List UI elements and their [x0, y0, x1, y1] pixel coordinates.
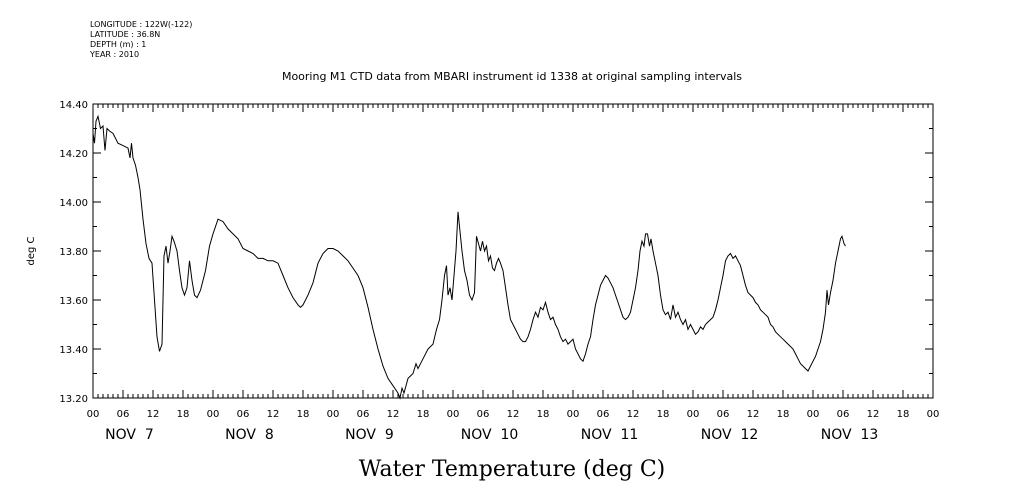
x-tick-label: 00: [687, 409, 700, 420]
x-tick-label: 18: [897, 409, 910, 420]
x-tick-label: 06: [597, 409, 610, 420]
y-axis: 14.40 14.20 14.00 13.80 13.60 13.40 13.20: [59, 100, 933, 405]
day-label: NOV 8: [225, 427, 274, 443]
x-tick-label: 00: [327, 409, 340, 420]
x-tick-label: 00: [807, 409, 820, 420]
y-tick-label: 14.00: [59, 198, 88, 209]
x-tick-label: 12: [867, 409, 880, 420]
x-tick-label: 12: [747, 409, 760, 420]
x-tick-label: 18: [657, 409, 670, 420]
y-tick-label: 13.20: [59, 394, 88, 405]
y-tick-label: 14.40: [59, 100, 88, 111]
day-label: NOV 12: [701, 427, 759, 443]
day-label: NOV 9: [345, 427, 394, 443]
x-tick-label: 18: [537, 409, 550, 420]
day-label: NOV 10: [461, 427, 519, 443]
x-tick-label: 18: [417, 409, 430, 420]
x-axis-label: Water Temperature (deg C): [359, 457, 666, 482]
x-tick-label: 00: [207, 409, 220, 420]
x-tick-label: 12: [507, 409, 520, 420]
y-tick-label: 14.20: [59, 149, 88, 160]
x-tick-label: 12: [627, 409, 640, 420]
metadata-block: LONGITUDE : 122W(-122) LATITUDE : 36.8N …: [90, 20, 192, 60]
x-tick-label: 00: [87, 409, 100, 420]
y-axis-label: deg C: [26, 236, 37, 265]
x-tick-label: 06: [717, 409, 730, 420]
x-tick-label: 06: [117, 409, 130, 420]
x-tick-label: 12: [267, 409, 280, 420]
x-axis: 00 06 12 18 00 06 12 18 00 06 12 18 00 06 12 18 00 06 12 18…: [87, 104, 940, 420]
x-tick-label: 12: [387, 409, 400, 420]
longitude-label: LONGITUDE : 122W(-122): [90, 20, 193, 29]
x-tick-label: 06: [837, 409, 850, 420]
y-tick-label: 13.40: [59, 345, 88, 356]
day-label: NOV 11: [581, 427, 639, 443]
x-tick-label: 18: [297, 409, 310, 420]
x-tick-label: 00: [567, 409, 580, 420]
latitude-label: LATITUDE : 36.8N: [90, 30, 161, 39]
x-tick-label: 06: [237, 409, 250, 420]
day-label: NOV 13: [821, 427, 879, 443]
x-tick-label: 00: [447, 409, 460, 420]
plot-frame: [92, 103, 934, 399]
x-tick-label: 00: [927, 409, 940, 420]
y-tick-label: 13.60: [59, 296, 88, 307]
x-tick-label: 18: [777, 409, 790, 420]
year-label: YEAR : 2010: [90, 50, 140, 59]
depth-label: DEPTH (m) : 1: [90, 40, 147, 49]
day-label: NOV 7: [105, 427, 154, 443]
x-tick-label: 06: [357, 409, 370, 420]
day-labels: NOV 7 NOV 8 NOV 9 NOV 10 NOV 11 NOV 12 NOV 13: [105, 427, 878, 443]
chart-title: Mooring M1 CTD data from MBARI instrumen…: [282, 70, 742, 83]
x-tick-label: 18: [177, 409, 190, 420]
x-tick-label: 06: [477, 409, 490, 420]
x-tick-label: 12: [147, 409, 160, 420]
temperature-series-line: [92, 114, 846, 400]
y-tick-label: 13.80: [59, 247, 88, 258]
